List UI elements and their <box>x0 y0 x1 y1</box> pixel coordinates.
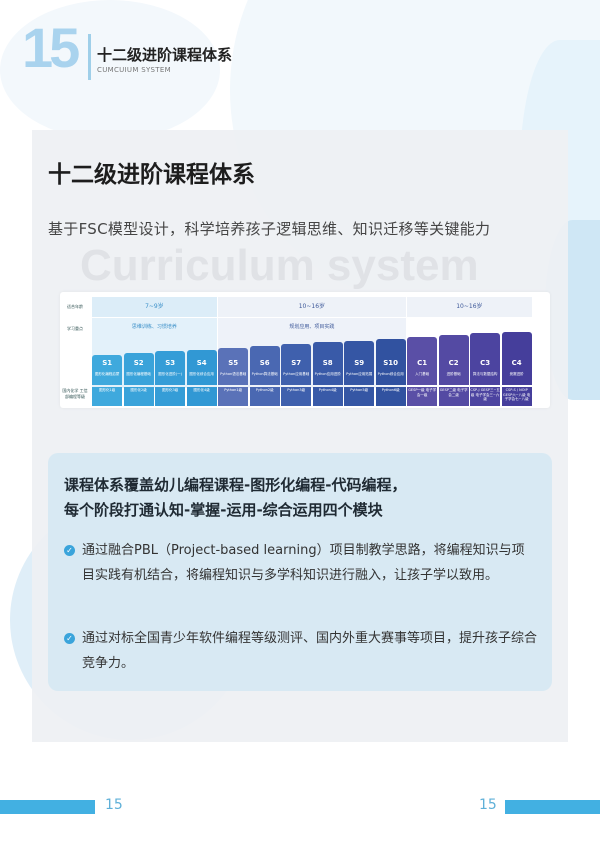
level-block: S7 Python应用基础 <box>281 344 312 385</box>
card-heading-line: 每个阶段打通认知-掌握-运用-综合运用四个模块 <box>64 501 383 519</box>
level-block: S6 Python算法基础 <box>249 346 280 385</box>
level-desc: 竞赛进阶 <box>509 372 524 377</box>
level-cert: Python5级 <box>344 387 375 406</box>
card-heading-line: 课程体系覆盖幼儿编程课程-图形化编程-代码编程， <box>64 476 407 494</box>
level-code: S3 <box>165 358 176 367</box>
header-subtitle: CUMCUIUM SYSTEM <box>97 66 171 74</box>
level-desc: Python算法基础 <box>251 372 278 377</box>
level-cert: GESP一级 电子学会一级 <box>407 387 438 406</box>
bullet-text: 通过融合PBL（Project-based learning）项目制教学思路，将… <box>82 543 525 583</box>
level-cert: Python6级 <box>375 387 406 406</box>
check-circle-icon: ✓ <box>64 633 75 644</box>
level-code: C1 <box>417 359 428 367</box>
level-desc: 入门基础 <box>415 372 430 377</box>
level-cert: 图形化1级 <box>92 387 123 406</box>
level-cert: CSP-S / NOIP GESP六~八级 电子学会七~八级 <box>501 387 532 406</box>
info-card: 课程体系覆盖幼儿编程课程-图形化编程-代码编程， 每个阶段打通认知-掌握-运用-… <box>48 453 552 691</box>
footer-bar-left <box>0 800 95 814</box>
level-desc: 图形化编程启蒙 <box>94 372 120 377</box>
check-circle-icon: ✓ <box>64 545 75 556</box>
level-code: S6 <box>259 359 270 367</box>
level-block: C3 算法与数据结构 <box>470 333 501 385</box>
level-desc: Python应用进阶 <box>314 372 341 377</box>
level-code: C2 <box>448 358 459 367</box>
level-code: S4 <box>196 358 207 367</box>
header-number: 15 <box>22 16 80 79</box>
level-code: S7 <box>291 358 302 367</box>
curriculum-diagram: 适合年龄 学习重点 国内化学 工信部编程等级 7~9岁 10~16岁 10~16岁思… <box>60 292 550 408</box>
watermark: Curriculum system <box>80 241 479 290</box>
level-block: S2 图形化编程基础 <box>123 353 154 385</box>
level-code: S1 <box>102 359 113 367</box>
level-desc: 算法与数据结构 <box>472 372 498 377</box>
footer-bar-right <box>505 800 600 814</box>
decor-blob <box>0 0 220 140</box>
level-code: S10 <box>383 358 399 367</box>
bullet-point: ✓ 通过融合PBL（Project-based learning）项目制教学思路… <box>62 538 537 588</box>
level-desc: 图形化综合应用 <box>189 372 214 377</box>
page-subtitle: 基于FSC模型设计，科学培养孩子逻辑思维、知识迁移等关键能力 <box>48 220 491 238</box>
level-cert: 图形化3级 <box>155 387 186 406</box>
level-desc: 图形化进阶(一) <box>158 372 183 377</box>
level-desc: Python应用基础 <box>283 372 310 377</box>
level-block: S10 Python综合应用 <box>375 338 406 385</box>
level-cert: 图形化4级 <box>186 387 217 406</box>
level-desc: Python应用拓展 <box>346 372 373 377</box>
level-desc: 进阶基础 <box>446 372 461 377</box>
level-code: S8 <box>322 358 333 367</box>
level-block: S3 图形化进阶(一) <box>155 351 186 385</box>
focus-band: 规划应用、项目实践 <box>218 318 406 388</box>
level-cert: Python1级 <box>218 387 249 406</box>
level-block: S5 Python语法基础 <box>218 347 249 385</box>
level-block: C4 竞赛进阶 <box>501 331 532 385</box>
level-code: C3 <box>480 358 491 367</box>
row-label-age: 适合年龄 <box>67 304 83 309</box>
page-title: 十二级进阶课程体系 <box>48 162 255 188</box>
age-header: 10~16岁 <box>407 297 532 317</box>
level-block: S8 Python应用进阶 <box>312 342 343 385</box>
bullet-text: 通过对标全国青少年软件编程等级测评、国内外重大赛事等项目，提升孩子综合竞争力。 <box>82 631 538 671</box>
header-title: 十二级进阶课程体系 <box>97 46 233 64</box>
level-cert: GESP二级 电子学会二级 <box>438 387 469 406</box>
level-cert: 图形化2级 <box>123 387 154 406</box>
level-block: S4 图形化综合应用 <box>186 349 217 385</box>
level-block: C1 入门基础 <box>407 337 438 385</box>
level-desc: Python综合应用 <box>377 372 404 377</box>
level-cert: Python2级 <box>249 387 280 406</box>
page-number-left: 15 <box>105 797 123 813</box>
level-block: C2 进阶基础 <box>438 335 469 385</box>
level-code: S2 <box>133 358 144 367</box>
header-bar <box>88 34 91 80</box>
level-cert: Python4级 <box>312 387 343 406</box>
level-block: S9 Python应用拓展 <box>344 340 375 385</box>
bullet-point: ✓ 通过对标全国青少年软件编程等级测评、国内外重大赛事等项目，提升孩子综合竞争力… <box>62 626 537 676</box>
age-header: 7~9岁 <box>92 297 217 317</box>
level-code: S9 <box>354 358 365 367</box>
level-cert: CSP-J GESP三~五级 电子学会三~六级 <box>470 387 501 406</box>
row-label-focus: 学习重点 <box>67 326 83 331</box>
level-desc: 图形化编程基础 <box>126 372 151 377</box>
age-header: 10~16岁 <box>218 297 406 317</box>
level-desc: Python语法基础 <box>220 372 247 377</box>
level-cert: Python3级 <box>281 387 312 406</box>
card-heading: 课程体系覆盖幼儿编程课程-图形化编程-代码编程， 每个阶段打通认知-掌握-运用-… <box>64 473 406 523</box>
level-code: C4 <box>511 358 522 367</box>
level-code: S5 <box>228 358 239 367</box>
row-label-cert: 国内化学 工信部编程等级 <box>62 388 88 399</box>
page-number-right: 15 <box>479 797 497 813</box>
level-block: S1 图形化编程启蒙 <box>92 355 123 385</box>
